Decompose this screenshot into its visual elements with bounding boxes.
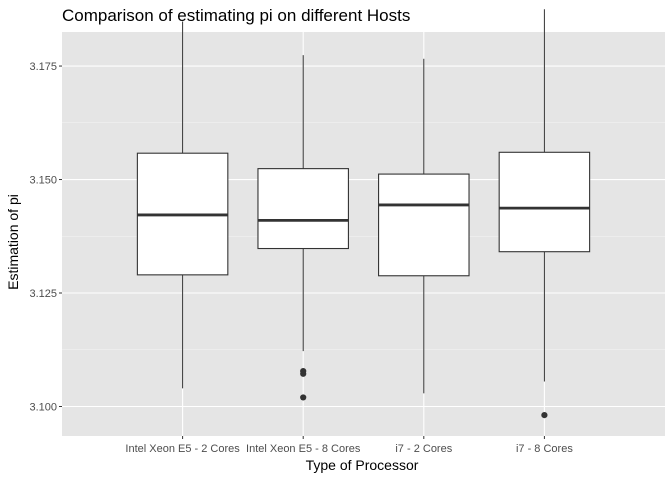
outlier-point: [300, 394, 307, 401]
box-group: [257, 55, 349, 401]
x-tick-label: i7 - 8 Cores: [516, 443, 573, 455]
y-tick-label: 3.150: [29, 175, 57, 187]
outlier-point: [300, 370, 307, 377]
x-tick-label: Intel Xeon E5 - 2 Cores: [125, 443, 240, 455]
outlier-point: [541, 412, 548, 419]
y-tick-label: 3.175: [29, 61, 57, 73]
x-tick-label: Intel Xeon E5 - 8 Cores: [246, 443, 361, 455]
x-axis: Intel Xeon E5 - 2 Cores Intel Xeon E5 - 8…: [125, 436, 573, 455]
y-axis: 3.100 3.125 3.150 3.175: [29, 61, 62, 413]
box-iqr: [498, 151, 591, 253]
box-group: [498, 9, 591, 419]
y-tick-label: 3.125: [29, 288, 57, 300]
x-axis-title: Type of Processor: [306, 457, 419, 473]
box-series: [136, 9, 591, 419]
y-axis-title: Estimation of pi: [5, 194, 21, 290]
chart-title: Comparison of estimating pi on different…: [62, 6, 410, 25]
x-tick-label: i7 - 2 Cores: [395, 443, 452, 455]
box-iqr: [257, 168, 349, 250]
y-tick-label: 3.100: [29, 401, 57, 413]
box-group: [378, 58, 470, 394]
box-iqr: [378, 173, 470, 277]
box-group: [136, 21, 229, 389]
